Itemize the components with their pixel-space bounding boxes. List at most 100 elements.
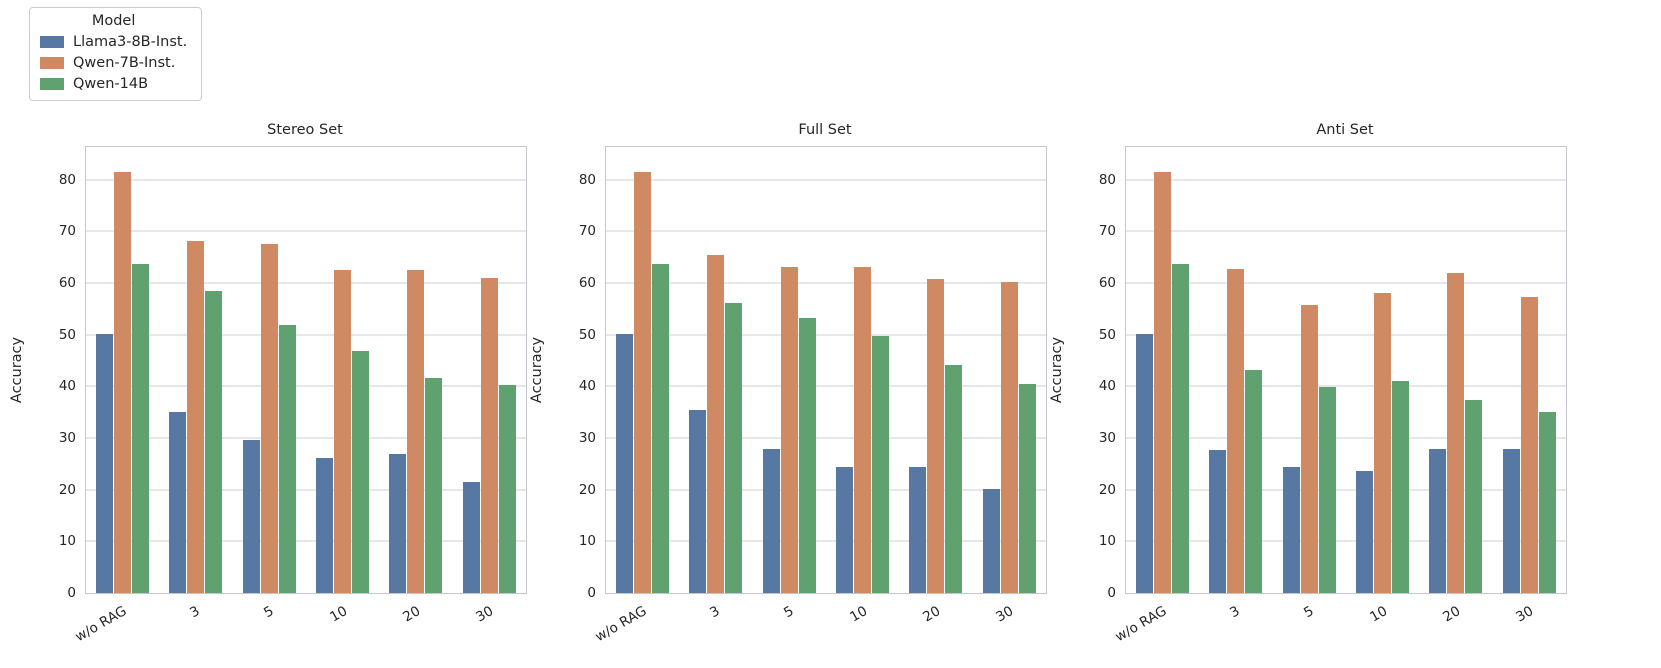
bar-qwen-7b-inst--5 <box>260 244 278 593</box>
gridline <box>86 540 526 543</box>
legend-item-label: Qwen-14B <box>73 76 149 92</box>
y-tick-label: 60 <box>578 274 596 291</box>
bar-group-20 <box>379 147 452 593</box>
gridline <box>86 281 526 284</box>
x-tick-label: 10 <box>1366 603 1390 626</box>
gridline <box>606 488 1046 491</box>
gridline <box>86 436 526 439</box>
gridline <box>606 333 1046 336</box>
gridline <box>606 540 1046 543</box>
bars-container <box>606 147 1046 593</box>
bar-qwen-14b-20 <box>1465 399 1483 593</box>
llama3-8b-swatch-icon <box>40 36 64 48</box>
bar-llama3-8b-inst--w-o-rag <box>96 333 114 593</box>
bar-llama3-8b-inst--30 <box>982 489 1000 593</box>
bar-qwen-14b-20 <box>425 378 443 593</box>
bar-group-w-o-rag <box>606 147 679 593</box>
plot-area: Accuracy 0 10 20 30 40 50 60 70 80 <box>1049 146 1567 601</box>
legend: Model Llama3-8B-Inst. Qwen-7B-Inst. Qwen… <box>29 7 203 101</box>
bar-group-30 <box>1493 147 1566 593</box>
gridline <box>86 488 526 491</box>
x-tick-label: 20 <box>400 603 423 626</box>
legend-item-label: Qwen-7B-Inst. <box>73 55 176 71</box>
y-tick-label: 70 <box>58 223 76 240</box>
bar-llama3-8b-inst--3 <box>1209 449 1227 593</box>
bar-group-3 <box>1199 147 1272 593</box>
y-tick-label: 80 <box>578 171 596 188</box>
y-axis-label: Accuracy <box>1049 336 1066 404</box>
legend-item-label: Llama3-8B-Inst. <box>73 34 188 50</box>
bar-qwen-7b-inst--30 <box>480 277 498 593</box>
bar-qwen-14b-10 <box>352 350 370 593</box>
bar-llama3-8b-inst--5 <box>1282 466 1300 593</box>
y-tick-label: 40 <box>578 378 596 395</box>
legend-item-qwen-14b: Qwen-14B <box>40 76 187 92</box>
bar-qwen-14b-20 <box>945 365 963 593</box>
bar-qwen-7b-inst--10 <box>1374 293 1392 593</box>
x-tick-label: 20 <box>920 603 943 626</box>
y-tick-label: 70 <box>578 223 596 240</box>
bar-group-10 <box>826 147 899 593</box>
bar-qwen-7b-inst--w-o-rag <box>1154 171 1172 593</box>
bar-llama3-8b-inst--10 <box>836 466 854 593</box>
bar-qwen-14b-w-o-rag <box>652 263 670 593</box>
y-tick-label: 70 <box>1098 223 1116 240</box>
plot-area: Accuracy 0 10 20 30 40 50 60 70 80 <box>529 146 1047 601</box>
gridline <box>86 333 526 336</box>
qwen-14b-swatch-icon <box>40 78 64 90</box>
x-axis: w/o RAG 3 5 10 20 30 <box>593 594 1045 650</box>
bar-qwen-14b-5 <box>1318 387 1336 593</box>
bar-group-5 <box>233 147 306 593</box>
x-tick-label: 10 <box>846 603 870 626</box>
bar-llama3-8b-inst--5 <box>242 439 260 593</box>
y-tick-label: 10 <box>578 533 596 550</box>
x-tick-label: 30 <box>993 603 1017 626</box>
bar-group-10 <box>306 147 379 593</box>
bar-qwen-14b-5 <box>278 325 296 593</box>
x-tick-label: w/o RAG <box>72 603 130 646</box>
y-tick-label: 30 <box>1098 429 1116 446</box>
x-tick-label: 5 <box>260 603 277 622</box>
bar-qwen-7b-inst--20 <box>1447 272 1465 593</box>
bar-qwen-7b-inst--10 <box>854 267 872 593</box>
x-tick-label: 5 <box>780 603 797 622</box>
gridline <box>86 385 526 388</box>
bar-group-5 <box>1273 147 1346 593</box>
bar-group-3 <box>679 147 752 593</box>
bars-container <box>1126 147 1566 593</box>
x-axis: w/o RAG 3 5 10 20 30 <box>1113 594 1565 650</box>
bar-llama3-8b-inst--10 <box>316 458 334 593</box>
gridline <box>1126 178 1566 181</box>
bar-qwen-14b-30 <box>1018 384 1036 593</box>
y-tick-label: 80 <box>58 171 76 188</box>
x-tick-label: 3 <box>707 603 723 622</box>
bar-group-30 <box>453 147 526 593</box>
y-tick-label: 10 <box>58 533 76 550</box>
gridline <box>1126 436 1566 439</box>
chart-title: Full Set <box>798 122 852 138</box>
gridline <box>86 230 526 233</box>
bar-qwen-14b-3 <box>1245 369 1263 593</box>
gridline <box>1126 281 1566 284</box>
legend-title: Model <box>91 13 136 29</box>
plot-area: Accuracy 0 10 20 30 40 50 60 70 80 <box>9 146 527 601</box>
bar-qwen-7b-inst--w-o-rag <box>114 171 132 593</box>
bar-llama3-8b-inst--30 <box>462 481 480 593</box>
bar-llama3-8b-inst--30 <box>1502 449 1520 593</box>
bar-qwen-14b-30 <box>1538 412 1556 593</box>
bar-qwen-14b-3 <box>205 290 223 593</box>
y-tick-label: 20 <box>1098 481 1116 498</box>
bar-qwen-7b-inst--3 <box>1227 269 1245 593</box>
y-tick-label: 50 <box>1098 326 1116 343</box>
bar-qwen-7b-inst--30 <box>1520 296 1538 593</box>
bar-group-3 <box>159 147 232 593</box>
y-tick-label: 20 <box>578 481 596 498</box>
gridline <box>86 178 526 181</box>
bar-group-5 <box>753 147 826 593</box>
bar-llama3-8b-inst--20 <box>389 453 407 593</box>
gridline <box>606 230 1046 233</box>
x-axis: w/o RAG 3 5 10 20 30 <box>73 594 525 650</box>
x-tick-label: 20 <box>1440 603 1463 626</box>
y-tick-label: 40 <box>1098 378 1116 395</box>
y-tick-label: 20 <box>58 481 76 498</box>
